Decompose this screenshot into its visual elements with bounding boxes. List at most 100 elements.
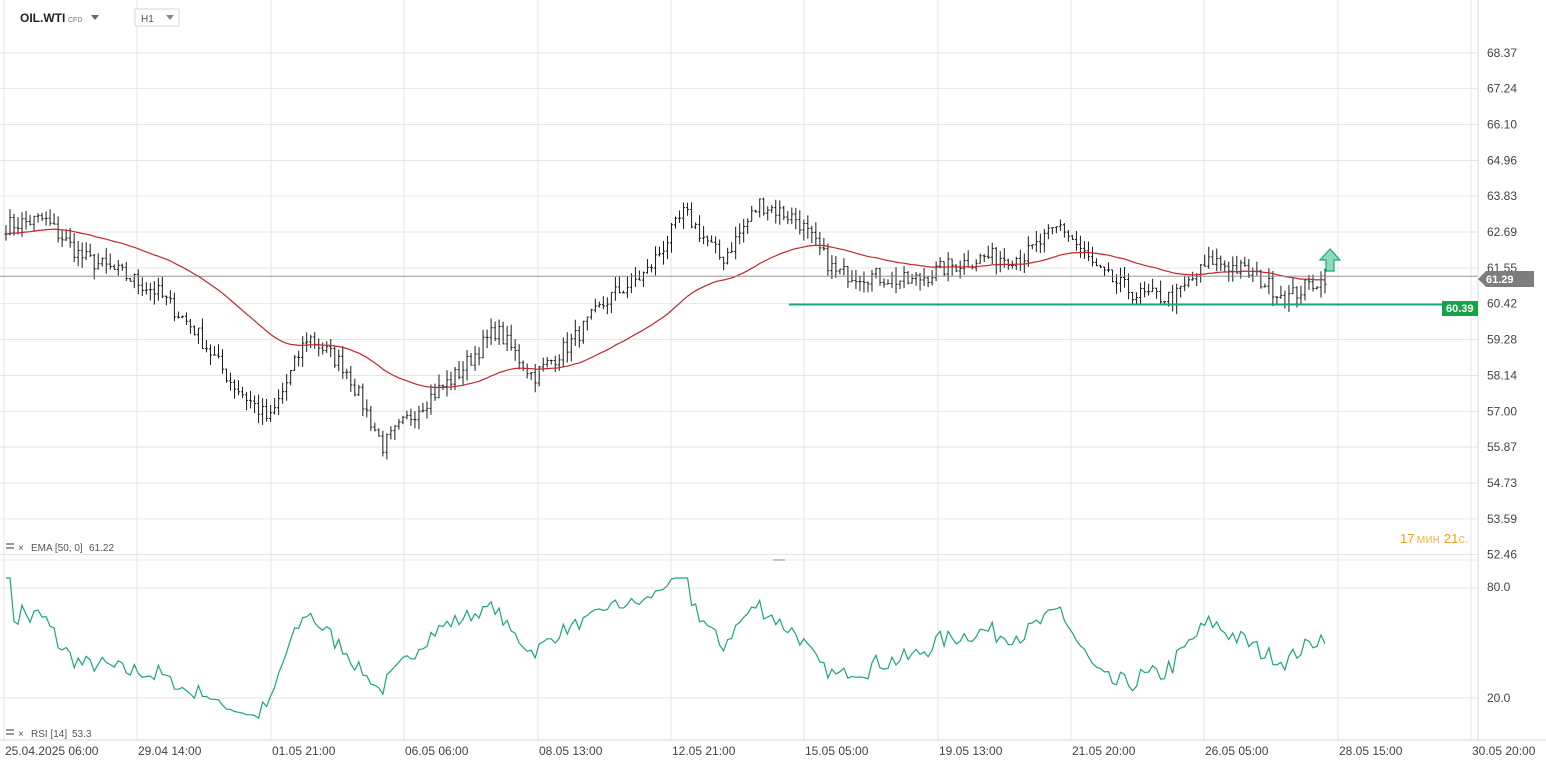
candle[interactable] xyxy=(196,327,200,344)
candle[interactable] xyxy=(1219,255,1223,271)
candle[interactable] xyxy=(1119,267,1123,293)
candle[interactable] xyxy=(188,319,192,334)
close-icon[interactable]: × xyxy=(18,729,24,740)
candle[interactable] xyxy=(862,271,866,293)
candle[interactable] xyxy=(277,389,281,415)
candle[interactable] xyxy=(922,268,926,287)
candle[interactable] xyxy=(405,410,409,420)
candle[interactable] xyxy=(1147,283,1151,296)
candle[interactable] xyxy=(1090,246,1094,267)
candle[interactable] xyxy=(657,246,661,257)
candle[interactable] xyxy=(1235,255,1239,274)
candle[interactable] xyxy=(682,202,686,230)
candle[interactable] xyxy=(176,311,180,319)
candle[interactable] xyxy=(1139,282,1143,305)
candle[interactable] xyxy=(738,223,742,245)
candle[interactable] xyxy=(32,215,36,232)
candle[interactable] xyxy=(4,225,8,241)
candle[interactable] xyxy=(978,253,982,264)
candle[interactable] xyxy=(770,204,774,213)
candle[interactable] xyxy=(914,272,918,286)
candle[interactable] xyxy=(156,277,160,301)
candle[interactable] xyxy=(810,225,814,244)
candle[interactable] xyxy=(974,259,978,272)
candle[interactable] xyxy=(910,274,914,284)
candle[interactable] xyxy=(734,226,738,260)
candle[interactable] xyxy=(116,260,120,276)
candle[interactable] xyxy=(253,395,257,414)
timeframe-selector[interactable]: H1 xyxy=(134,8,180,27)
candle[interactable] xyxy=(297,350,301,367)
candle[interactable] xyxy=(690,202,694,229)
candle[interactable] xyxy=(814,222,818,247)
candle[interactable] xyxy=(1131,291,1135,304)
candle[interactable] xyxy=(714,236,718,254)
candle[interactable] xyxy=(782,205,786,221)
candle[interactable] xyxy=(818,231,822,256)
candle[interactable] xyxy=(1159,280,1163,305)
candle[interactable] xyxy=(1066,230,1070,242)
candle[interactable] xyxy=(381,430,385,457)
candle[interactable] xyxy=(1062,223,1066,238)
candle[interactable] xyxy=(846,266,850,288)
candle[interactable] xyxy=(601,296,605,310)
candle[interactable] xyxy=(1094,258,1098,267)
candle[interactable] xyxy=(553,355,557,372)
candle[interactable] xyxy=(389,426,393,440)
candle[interactable] xyxy=(1082,241,1086,259)
candle[interactable] xyxy=(762,197,766,216)
candle[interactable] xyxy=(758,198,762,218)
candle[interactable] xyxy=(609,291,613,314)
candle[interactable] xyxy=(80,242,84,268)
candle[interactable] xyxy=(617,276,621,294)
candle[interactable] xyxy=(990,242,994,265)
candle[interactable] xyxy=(934,261,938,282)
candle[interactable] xyxy=(561,337,565,367)
candle[interactable] xyxy=(88,243,92,258)
candle[interactable] xyxy=(325,341,329,354)
candle[interactable] xyxy=(1115,274,1119,294)
candle[interactable] xyxy=(854,269,858,290)
candle[interactable] xyxy=(529,372,533,380)
candle[interactable] xyxy=(834,255,838,278)
candle[interactable] xyxy=(1050,227,1054,235)
candle[interactable] xyxy=(1275,296,1279,305)
candle[interactable] xyxy=(898,280,902,290)
candle[interactable] xyxy=(461,361,465,385)
candle[interactable] xyxy=(806,215,810,239)
candle[interactable] xyxy=(132,273,136,289)
candle[interactable] xyxy=(349,365,353,393)
candle[interactable] xyxy=(301,336,305,367)
candle[interactable] xyxy=(866,281,870,293)
candle[interactable] xyxy=(485,329,489,349)
candle[interactable] xyxy=(309,334,313,349)
candle[interactable] xyxy=(702,226,706,245)
candle[interactable] xyxy=(60,229,64,248)
candle[interactable] xyxy=(521,360,525,372)
candle[interactable] xyxy=(1179,285,1183,298)
candle[interactable] xyxy=(982,254,986,262)
candle[interactable] xyxy=(184,312,188,326)
candle[interactable] xyxy=(870,269,874,292)
candle[interactable] xyxy=(1283,290,1287,309)
candle[interactable] xyxy=(104,247,108,274)
candle[interactable] xyxy=(874,267,878,279)
candle[interactable] xyxy=(706,235,710,247)
candle[interactable] xyxy=(994,246,998,275)
candle[interactable] xyxy=(577,326,581,348)
candle[interactable] xyxy=(281,382,285,404)
candle[interactable] xyxy=(393,425,397,440)
candle[interactable] xyxy=(465,349,469,381)
ema-legend[interactable]: × EMA [50, 0] 61.22 xyxy=(6,543,114,554)
candle[interactable] xyxy=(545,356,549,368)
candle[interactable] xyxy=(774,199,778,224)
candle[interactable] xyxy=(1319,271,1323,298)
candle[interactable] xyxy=(505,325,509,352)
candle[interactable] xyxy=(20,212,24,238)
candle[interactable] xyxy=(269,404,273,422)
candle[interactable] xyxy=(1203,254,1207,267)
candle[interactable] xyxy=(605,297,609,315)
candle[interactable] xyxy=(798,210,802,235)
candle[interactable] xyxy=(249,390,253,409)
